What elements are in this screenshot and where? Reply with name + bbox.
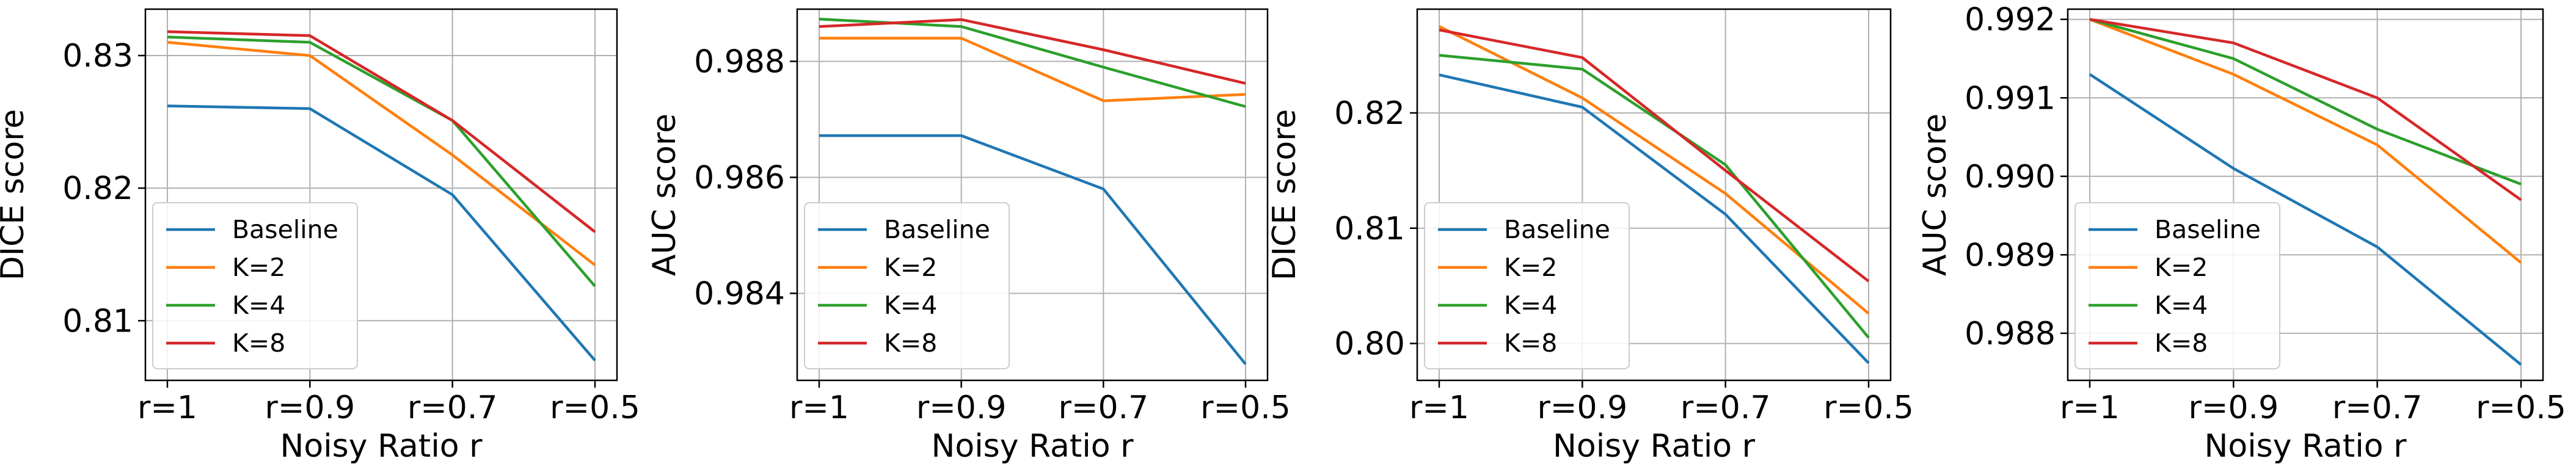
- legend-box: [804, 202, 1010, 369]
- legend-label: K=2: [1504, 253, 1557, 282]
- y-tick-label: 0.991: [1965, 80, 2056, 117]
- y-tick-label: 0.992: [1965, 2, 2056, 38]
- x-tick-label: r=0.7: [407, 390, 498, 426]
- x-tick-label: r=0.7: [1059, 390, 1149, 426]
- y-tick-label: 0.82: [62, 170, 133, 207]
- legend-label: K=8: [1504, 328, 1557, 358]
- chart-panel-2: r=1 r=0.9 r=0.7 r=0.5 0.984 0.986 0.988 Noisy R…: [646, 8, 1291, 465]
- series-line-k4: [819, 17, 1246, 108]
- series-line-k2: [2089, 18, 2522, 264]
- x-tick-label: r=0.9: [2189, 390, 2279, 426]
- series-line-baseline: [1439, 73, 1870, 364]
- x-axis-label: Noisy Ratio r: [1553, 428, 1756, 465]
- y-tick-label: 0.80: [1334, 326, 1405, 363]
- legend: Baseline K=2 K=4 K=8: [152, 202, 358, 369]
- x-tick-label: r=1: [137, 390, 197, 426]
- legend-box: [152, 202, 358, 369]
- legend-label: K=4: [232, 291, 285, 320]
- y-axis-label: DICE score: [0, 109, 31, 281]
- x-tick-label: r=1: [789, 390, 849, 426]
- x-tick-label: r=0.7: [1680, 390, 1771, 426]
- legend: Baseline K=2 K=4 K=8: [2074, 202, 2280, 369]
- y-tick-label: 0.988: [694, 44, 785, 81]
- y-axis-label: AUC score: [646, 114, 683, 276]
- y-tick-label: 0.82: [1334, 95, 1405, 132]
- y-tick-label: 0.984: [694, 276, 785, 313]
- legend: Baseline K=2 K=4 K=8: [1424, 202, 1630, 369]
- legend-label: K=2: [884, 253, 937, 282]
- legend-label: K=8: [232, 328, 285, 358]
- legend-box: [2074, 202, 2280, 369]
- legend-label: K=8: [2155, 328, 2208, 358]
- legend-label: K=2: [2155, 253, 2208, 282]
- legend-label: Baseline: [1504, 215, 1610, 244]
- plot-frame: [796, 8, 1269, 382]
- y-axis-label: DICE score: [1266, 109, 1303, 281]
- y-tick-label: 0.81: [62, 303, 133, 339]
- x-tick-label: r=0.5: [1200, 390, 1291, 426]
- series-line-baseline: [167, 104, 596, 361]
- y-tick-label: 0.990: [1965, 159, 2056, 195]
- legend-label: K=4: [2155, 291, 2208, 320]
- legend-label: Baseline: [884, 215, 990, 244]
- x-axis-label: Noisy Ratio r: [2205, 428, 2407, 465]
- y-tick-label: 0.83: [62, 38, 133, 74]
- plot-frame: [2067, 8, 2544, 382]
- series-line-k8: [167, 30, 596, 233]
- series-line-baseline: [2089, 73, 2522, 366]
- legend-label: K=4: [1504, 291, 1557, 320]
- legend-label: Baseline: [2155, 215, 2261, 244]
- series-line-k2: [819, 37, 1246, 103]
- x-tick-label: r=0.9: [1538, 390, 1628, 426]
- series-line-k4: [2089, 18, 2522, 186]
- y-tick-label: 0.989: [1965, 237, 2056, 274]
- legend-label: K=8: [884, 328, 937, 358]
- y-axis-label: AUC score: [1917, 114, 1954, 276]
- y-tick-label: 0.986: [694, 160, 785, 197]
- x-tick-label: r=0.5: [1823, 390, 1914, 426]
- series-line-baseline: [819, 134, 1247, 365]
- chart-panel-1: r=1 r=0.9 r=0.7 r=0.5 0.81 0.82 0.83 Noisy Rati…: [0, 8, 640, 465]
- x-tick-label: r=0.9: [265, 390, 356, 426]
- legend: Baseline K=2 K=4 K=8: [804, 202, 1010, 369]
- x-tick-label: r=1: [1409, 390, 1469, 426]
- y-tick-label: 0.81: [1334, 211, 1405, 247]
- plot-frame: [1416, 8, 1892, 382]
- y-tick-label: 0.988: [1965, 316, 2056, 352]
- x-tick-label: r=0.5: [2476, 390, 2566, 426]
- x-axis-label: Noisy Ratio r: [932, 428, 1134, 465]
- chart-panel-3: r=1 r=0.9 r=0.7 r=0.5 0.80 0.81 0.82 Noisy Rati…: [1266, 8, 1914, 465]
- series-line-k2: [167, 41, 596, 266]
- x-tick-label: r=0.7: [2332, 390, 2423, 426]
- legend-label: K=4: [884, 291, 937, 320]
- x-tick-label: r=1: [2060, 390, 2120, 426]
- x-tick-label: r=0.9: [916, 390, 1007, 426]
- chart-panel-4: r=1 r=0.9 r=0.7 r=0.5 0.988 0.989 0.990 0.991 0.…: [1917, 2, 2566, 465]
- series-line-k4: [1439, 54, 1870, 339]
- series-line-k8: [1439, 28, 1870, 283]
- series-line-k8: [2089, 18, 2522, 201]
- series-line-k8: [819, 18, 1246, 85]
- series-line-k4: [167, 35, 596, 288]
- x-axis-label: Noisy Ratio r: [280, 428, 483, 465]
- legend-label: K=2: [232, 253, 285, 282]
- x-tick-label: r=0.5: [550, 390, 640, 426]
- plot-frame: [144, 8, 618, 382]
- legend-box: [1424, 202, 1630, 369]
- legend-label: Baseline: [232, 215, 338, 244]
